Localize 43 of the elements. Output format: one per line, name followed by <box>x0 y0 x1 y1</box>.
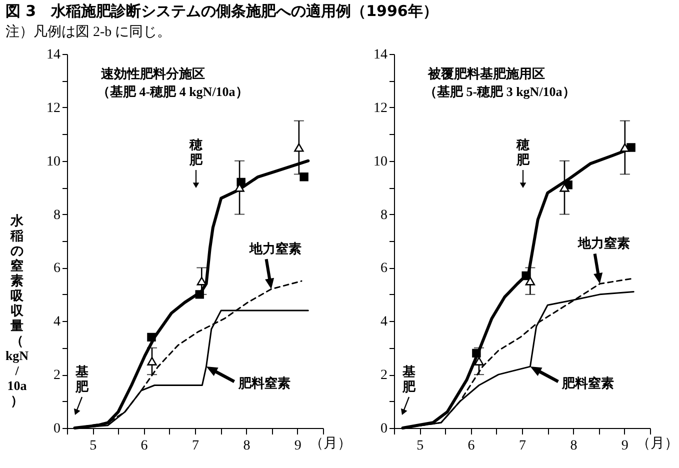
annotation: 被覆肥料基肥施用区 <box>427 66 545 81</box>
y-tick-label: 2 <box>380 368 388 384</box>
annotation: 基肥 <box>74 364 90 394</box>
y-tick-label: 6 <box>380 261 388 276</box>
x-tick-label: 7 <box>192 438 199 454</box>
x-tick-label: 6 <box>140 438 148 454</box>
y-tick-label: 0 <box>54 422 60 436</box>
y-tick-label: 14 <box>46 48 60 62</box>
chart-title: 図 3 水稲施肥診断システムの側条施肥への適用例（1996年） <box>5 2 438 20</box>
x-tick-label: 9 <box>294 438 302 454</box>
y-tick-label: 0 <box>380 422 388 436</box>
y-tick-label: 12 <box>46 100 60 116</box>
x-tick-label: 8 <box>570 438 578 454</box>
x-tick-label: 6 <box>468 438 475 454</box>
annotation: 穂肥 <box>188 137 204 167</box>
series-label: 地力窒素 <box>248 241 302 256</box>
y-tick-label: 8 <box>54 208 60 223</box>
text: 地力窒素 <box>576 236 630 251</box>
legend-label: 肥料窒素 <box>237 376 290 391</box>
x-tick-label: 7 <box>519 438 526 454</box>
y-tick-label: 10 <box>46 154 60 170</box>
y-tick-label: 14 <box>374 48 388 62</box>
y-tick-label: 4 <box>380 314 388 330</box>
y-tick-label: 2 <box>54 368 60 384</box>
text: 水稲の窒素吸収量（kgN/10a） <box>5 213 29 408</box>
x-tick-label: 9 <box>621 438 628 454</box>
y-tick-label: 10 <box>374 154 388 170</box>
legend-label: 肥料窒素 <box>561 376 614 391</box>
annotation: 速効性肥料分施区 <box>101 66 205 81</box>
annotation: 基肥 <box>402 364 416 394</box>
y-tick-label: 12 <box>374 100 388 116</box>
x-tick-label: 5 <box>90 438 97 454</box>
annotation: （基肥 5-穂肥 3 kgN/10a） <box>424 84 576 99</box>
y-tick-label: 8 <box>380 208 388 223</box>
x-axis-title: （月） <box>636 436 678 452</box>
annotation: 穂肥 <box>516 137 530 167</box>
annotation: （基肥 4-穂肥 4 kgN/10a） <box>97 84 248 99</box>
x-axis-title: （月） <box>310 436 352 452</box>
y-tick-label: 6 <box>54 261 60 276</box>
y-tick-label: 4 <box>54 314 60 330</box>
x-tick-label: 8 <box>243 438 250 454</box>
x-tick-label: 5 <box>416 438 424 454</box>
chart-subtitle: 注）凡例は図 2-b に同じ。 <box>5 24 172 40</box>
